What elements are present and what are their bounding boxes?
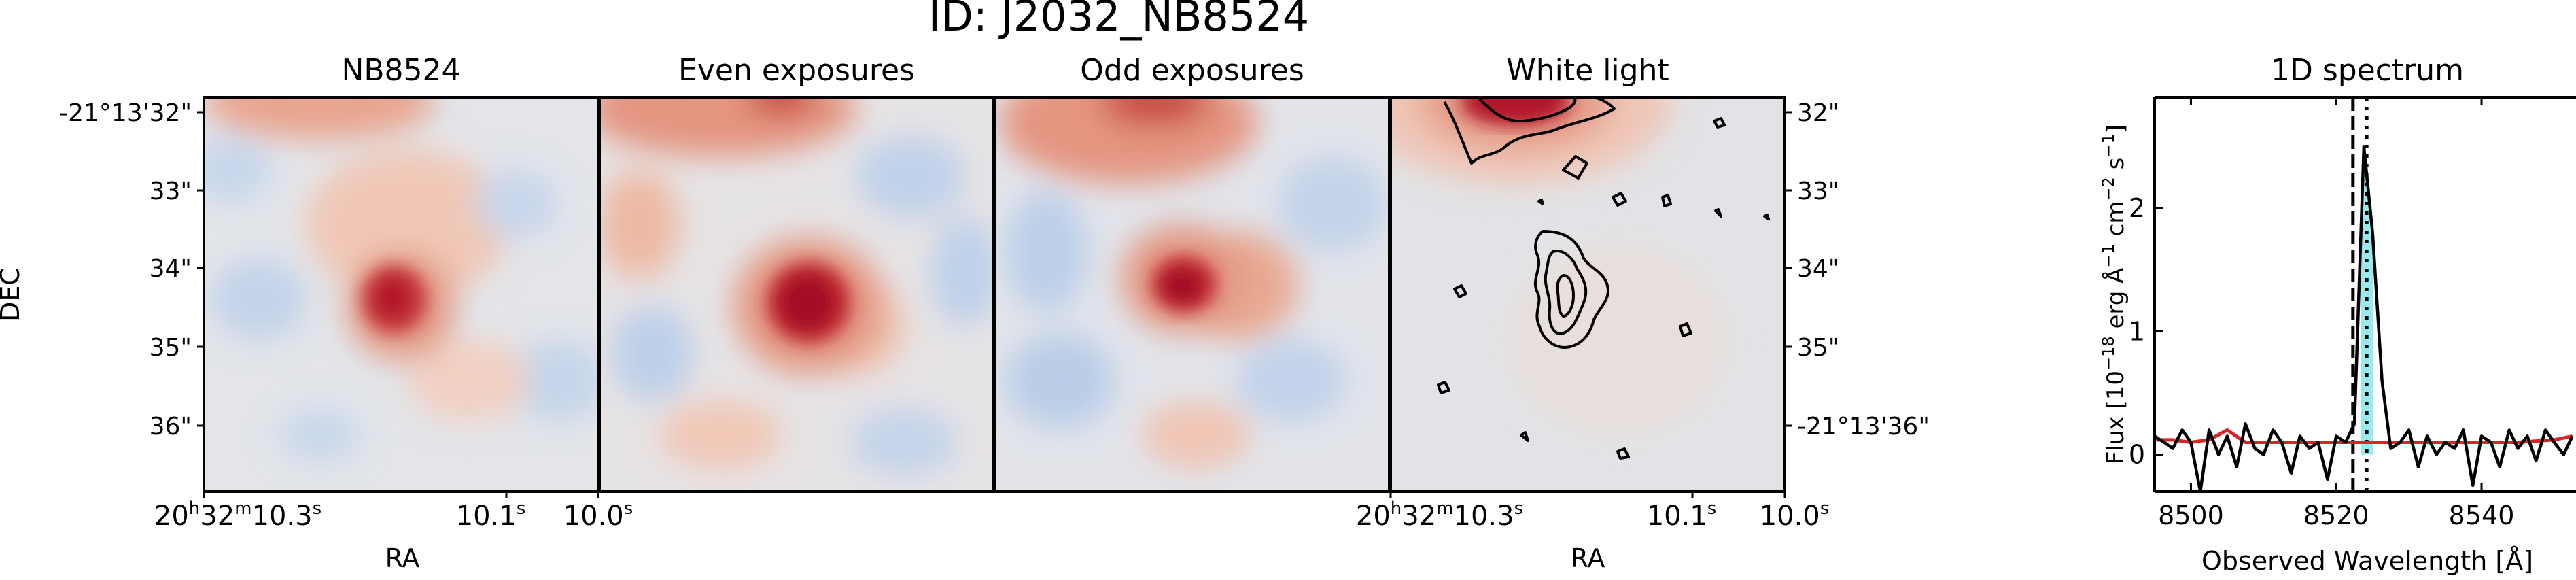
left-axis [197,111,599,498]
spectrum-xtick-label: 8540 [2449,500,2515,530]
right-xtick-2: 10.0s [1760,498,1830,532]
panel-title-spectrum: 1D spectrum [2271,53,2464,88]
right-ytick-3: 35" [1797,334,1839,362]
right-xlabel: RA [1571,543,1605,573]
right-ytick-0: 32" [1797,99,1839,127]
spectrum-lines [2155,145,2574,492]
image-panel-even [599,97,994,492]
right-ytick-4: -21°13'36" [1797,413,1930,441]
spectrum-ytick-label: 0 [2129,440,2145,470]
spectrum-ytick-label: 1 [2129,316,2145,346]
left-xtick-0: 20h32m10.3s [154,498,321,532]
left-ytick-3: 35" [150,334,192,362]
panel-title-white: White light [1506,53,1669,88]
left-xtick-1: 10.1s [456,498,526,532]
right-ytick-2: 34" [1797,255,1839,283]
left-ytick-1: 33" [150,177,192,205]
spectrum-ytick-label: 2 [2129,193,2145,223]
image-panel-nb [204,97,598,492]
spectrum-xtick-label: 8500 [2158,500,2224,530]
spectrum-ylabel: Flux [10−18 erg Å−1 cm−2 s−1] [2099,124,2129,464]
left-ytick-4: 36" [150,413,192,441]
right-xtick-1: 10.1s [1647,498,1717,532]
spectrum-ticks: 8500 8520 8540 0 1 2 [2129,97,2515,530]
right-axis [1389,111,1792,498]
left-ytick-0: -21°13'32" [59,99,192,127]
spectrum-panel: 8500 8520 8540 0 1 2 [2129,96,2576,530]
left-xlabel: RA [385,543,420,573]
image-panel-odd [995,97,1389,492]
panel-title-even: Even exposures [678,53,915,88]
spectrum-xtick-label: 8520 [2303,500,2369,530]
left-ylabel: DEC [0,267,25,322]
left-xtick-2: 10.0s [563,498,633,532]
panel-title-nb: NB8524 [341,53,460,88]
panel-title-odd: Odd exposures [1080,53,1304,88]
white-light-contours [1437,97,1770,460]
spectrum-xlabel: Observed Wavelength [Å] [2201,546,2533,576]
flux-line [2155,145,2574,492]
right-xtick-0: 20h32m10.3s [1356,498,1523,532]
figure-title: ID: J2032_NB8524 [928,0,1309,41]
left-ytick-2: 34" [150,255,192,283]
right-ytick-1: 33" [1797,177,1839,205]
frame-white [1389,96,1786,493]
image-panel-white [1391,97,1785,492]
